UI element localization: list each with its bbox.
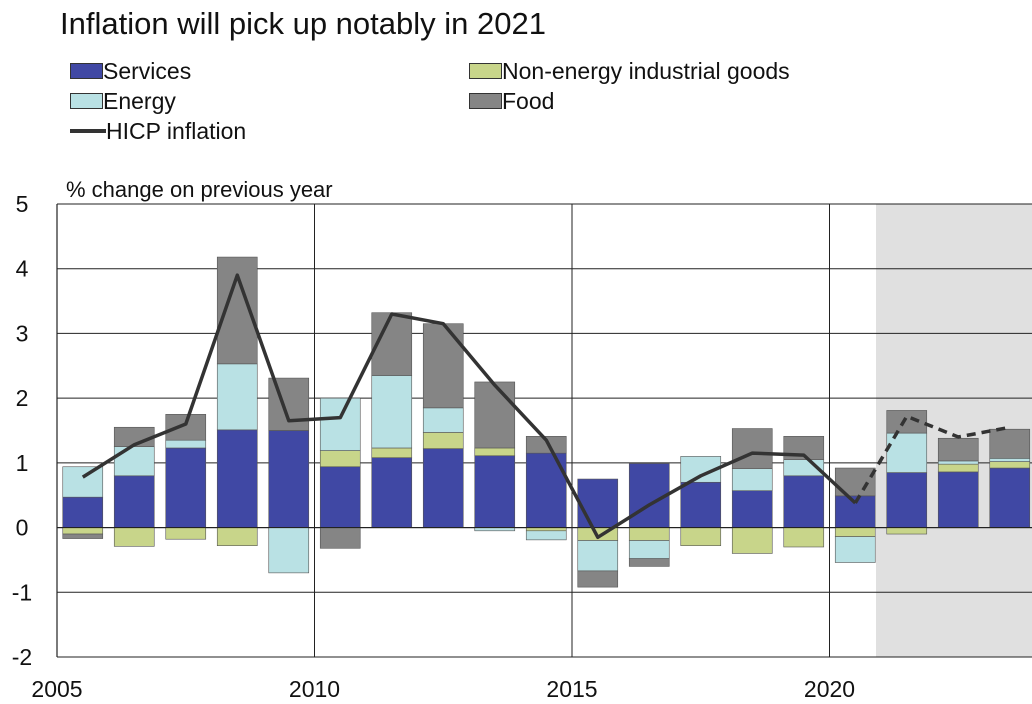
bar-food-2005 [62,533,104,539]
bar-services-2011 [371,457,413,528]
bar-energy-2014 [525,530,567,541]
bar-services-2015 [577,478,619,528]
bar-food-2013 [474,381,516,449]
services-swatch [70,63,103,79]
bar-energy-2008 [216,363,258,431]
x-tick-label: 2020 [804,676,855,702]
food-swatch [469,93,502,109]
bar-services-2021 [886,472,928,528]
hicp-line-projection [853,414,1011,504]
legend-services-label: Services [103,57,192,84]
bar-ne_goods-2018 [731,527,773,554]
hicp-line-swatch [70,129,106,133]
y-tick-label: 5 [16,191,29,217]
legend-food-label: Food [502,87,555,114]
bar-energy-2010 [319,397,361,451]
y-tick-label: -2 [12,644,32,670]
bar-energy-2009 [268,527,310,574]
bar-food-2022 [937,437,979,462]
bar-services-2019 [783,475,825,528]
bar-energy-2018 [731,468,773,491]
bar-ne_goods-2005 [62,527,104,535]
bar-services-2022 [937,471,979,528]
bar-services-2007 [165,447,207,528]
bar-services-2010 [319,466,361,528]
bar-food-2021 [886,410,928,434]
x-tick-label: 2005 [31,676,82,702]
bar-ne_goods-2017 [680,527,722,546]
bar-ne_goods-2008 [216,527,258,546]
bar-ne_goods-2019 [783,527,825,548]
bar-services-2023 [989,467,1031,528]
bar-services-2005 [62,496,104,528]
legend-energy-label: Energy [103,87,176,114]
bar-food-2010 [319,527,361,549]
bar-ne_goods-2013 [474,447,516,457]
legend-ne-goods: Non-energy industrial goods [469,57,790,85]
bar-services-2013 [474,455,516,528]
legend-food: Food [469,87,554,115]
y-tick-label: 3 [16,320,29,346]
bar-ne_goods-2021 [886,527,928,535]
bar-food-2018 [731,428,773,469]
y-tick-label: 0 [16,515,29,541]
bar-energy-2016 [628,540,670,559]
legend-services: Services [70,57,191,85]
bar-ne_goods-2023 [989,461,1031,469]
bar-food-2007 [165,414,207,441]
bar-services-2009 [268,430,310,528]
legend-energy: Energy [70,87,176,115]
legend-hicp: HICP inflation [70,117,246,145]
bar-energy-2011 [371,375,413,449]
bar-energy-2020 [834,536,876,563]
bar-food-2015 [577,570,619,588]
bar-energy-2012 [422,407,464,433]
bar-ne_goods-2012 [422,432,464,449]
x-tick-label: 2015 [546,676,597,702]
bar-energy-2005 [62,466,104,498]
y-tick-label: 2 [16,385,29,411]
y-tick-label: -1 [12,579,32,605]
chart-title: Inflation will pick up notably in 2021 [60,6,546,41]
bar-ne_goods-2007 [165,527,207,540]
bar-food-2016 [628,558,670,567]
bar-services-2008 [216,429,258,528]
y-axis-label: % change on previous year [66,177,333,202]
x-tick-label: 2010 [289,676,340,702]
bar-ne_goods-2016 [628,527,670,541]
bar-food-2012 [422,323,464,409]
bar-services-2006 [113,475,155,528]
energy-swatch [70,93,103,109]
bar-energy-2007 [165,439,207,449]
bar-energy-2023 [989,458,1031,462]
bar-energy-2006 [113,446,155,477]
bar-food-2023 [989,428,1031,459]
legend-ne-goods-label: Non-energy industrial goods [502,57,790,84]
bar-food-2014 [525,436,567,454]
y-tick-label: 1 [16,450,29,476]
bar-ne_goods-2006 [113,527,155,547]
bar-ne_goods-2010 [319,450,361,468]
bar-ne_goods-2020 [834,527,876,537]
bar-services-2018 [731,490,773,528]
bar-services-2017 [680,481,722,528]
hicp-line-actual [81,273,857,540]
bar-energy-2022 [937,460,979,465]
bar-energy-2015 [577,540,619,572]
ne-goods-swatch [469,63,502,79]
y-tick-label: 4 [16,256,29,282]
bar-energy-2021 [886,432,928,473]
bar-ne_goods-2022 [937,463,979,473]
bar-services-2012 [422,448,464,528]
bar-ne_goods-2011 [371,447,413,458]
legend-hicp-label: HICP inflation [106,117,247,144]
